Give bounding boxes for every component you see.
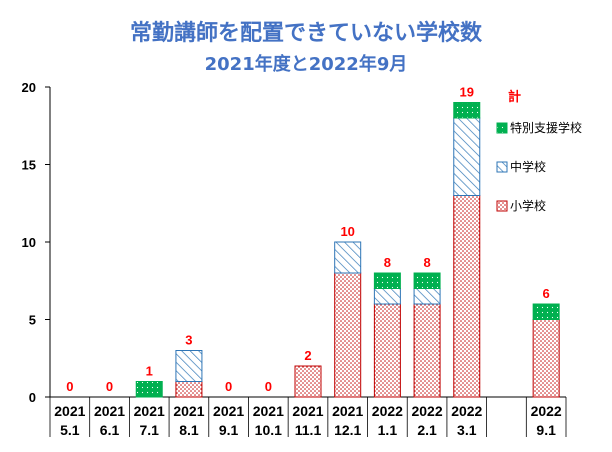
data-label-total: 6 xyxy=(543,286,550,301)
x-tick-label-date: 8.1 xyxy=(179,422,199,438)
plot-area: 0510152020215.1020216.1020217.1120218.13… xyxy=(22,80,567,438)
bar-segment-elementary xyxy=(413,303,441,398)
x-tick-label-date: 7.1 xyxy=(139,422,159,438)
bar-segment-junior-high xyxy=(175,350,203,382)
chart-subtitle: 2021年度と2022年9月 xyxy=(205,53,408,75)
bar-segment-elementary xyxy=(453,195,481,398)
data-label-total: 0 xyxy=(66,379,73,394)
y-tick-label: 5 xyxy=(29,313,36,328)
bar-segment-special-support xyxy=(453,102,481,119)
data-label-total: 19 xyxy=(460,85,474,100)
x-tick-label-year: 2021 xyxy=(213,403,244,419)
x-tick-label-year: 2022 xyxy=(451,403,482,419)
x-tick-label-year: 2021 xyxy=(332,403,363,419)
x-tick-label-year: 2021 xyxy=(94,403,125,419)
bar-segment-elementary xyxy=(334,272,362,398)
x-tick-label-date: 1.1 xyxy=(378,422,398,438)
bar-segment-elementary xyxy=(532,319,560,398)
data-label-total: 1 xyxy=(146,364,153,379)
bar-segment-special-support xyxy=(413,272,441,289)
x-tick-label-date: 5.1 xyxy=(60,422,80,438)
bar-segment-junior-high xyxy=(413,288,441,305)
legend-swatch xyxy=(496,200,508,212)
x-tick-label-year: 2021 xyxy=(292,403,323,419)
y-tick-label: 15 xyxy=(22,158,36,173)
bar-segment-elementary xyxy=(294,365,322,398)
bar-segment-junior-high xyxy=(334,241,362,274)
bar-segment-elementary xyxy=(175,381,203,398)
data-label-total: 8 xyxy=(423,255,430,270)
y-tick-label: 20 xyxy=(22,80,36,95)
x-tick-label-year: 2022 xyxy=(372,403,403,419)
data-label-total: 0 xyxy=(265,379,272,394)
x-tick-label-date: 3.1 xyxy=(457,422,477,438)
x-tick-label-year: 2021 xyxy=(253,403,284,419)
y-tick-label: 10 xyxy=(22,235,36,250)
bar-segment-elementary xyxy=(373,303,401,398)
data-label-total: 10 xyxy=(340,224,354,239)
data-label-total: 0 xyxy=(225,379,232,394)
data-label-total: 8 xyxy=(384,255,391,270)
bar-segment-special-support xyxy=(135,381,163,398)
x-tick-label-date: 2.1 xyxy=(417,422,437,438)
x-tick-label-year: 2022 xyxy=(411,403,442,419)
legend-total-label: 計 xyxy=(508,89,521,104)
chart-title: 常勤講師を配置できていない学校数 xyxy=(130,20,483,46)
legend-entry-label: 小学校 xyxy=(510,198,546,213)
bar-segment-special-support xyxy=(373,272,401,289)
legend-swatch xyxy=(496,161,508,173)
data-label-total: 0 xyxy=(106,379,113,394)
x-tick-label-date: 11.1 xyxy=(295,422,322,438)
legend-entry-label: 特別支援学校 xyxy=(510,120,582,135)
x-tick-label-year: 2021 xyxy=(173,403,204,419)
bar-segment-junior-high xyxy=(373,288,401,305)
bar-segment-special-support xyxy=(532,303,560,320)
x-tick-label-date: 12.1 xyxy=(334,422,361,438)
data-label-total: 2 xyxy=(304,348,311,363)
legend-swatch xyxy=(496,122,508,134)
y-tick-label: 0 xyxy=(29,390,36,405)
bar-segment-junior-high xyxy=(453,117,481,196)
x-tick-label-date: 9.1 xyxy=(219,422,239,438)
legend-entry-label: 中学校 xyxy=(510,159,546,174)
x-tick-label-date: 10.1 xyxy=(255,422,282,438)
x-tick-label-year: 2021 xyxy=(134,403,165,419)
x-tick-label-year: 2021 xyxy=(54,403,85,419)
x-tick-label-date: 9.1 xyxy=(536,422,556,438)
x-tick-label-date: 6.1 xyxy=(100,422,120,438)
data-label-total: 3 xyxy=(185,333,192,348)
x-tick-label-year: 2022 xyxy=(531,403,562,419)
